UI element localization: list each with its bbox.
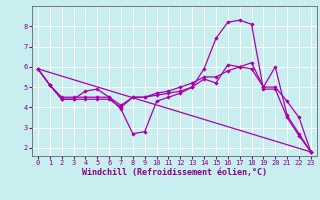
X-axis label: Windchill (Refroidissement éolien,°C): Windchill (Refroidissement éolien,°C)	[82, 168, 267, 177]
